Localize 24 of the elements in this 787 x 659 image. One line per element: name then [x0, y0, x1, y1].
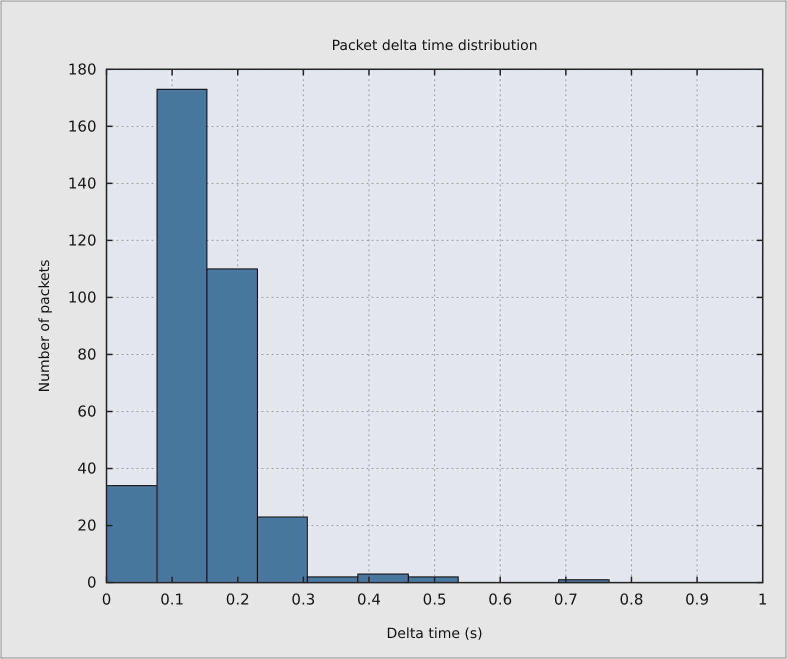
x-tick-label: 0.5	[422, 590, 447, 609]
y-tick-label: 20	[77, 516, 96, 535]
x-tick-label: 0.1	[160, 590, 184, 609]
x-axis-title: Delta time (s)	[386, 626, 483, 642]
y-tick-label: 120	[68, 231, 96, 250]
x-tick-label: 0.9	[685, 590, 710, 609]
y-tick-label: 80	[77, 345, 96, 364]
x-tick-label: 0.3	[291, 590, 316, 609]
y-tick-label: 0	[86, 574, 96, 592]
x-tick-label: 0	[102, 590, 112, 609]
y-tick-label: 140	[68, 174, 96, 192]
x-tick-label: 0.8	[620, 590, 644, 609]
x-tick-label: 0.2	[226, 590, 250, 609]
x-tick-label: 1	[758, 590, 768, 609]
y-tick-label: 40	[77, 460, 96, 478]
chart-title: Packet delta time distribution	[332, 38, 538, 54]
y-tick-label: 100	[68, 288, 96, 306]
y-axis-title: Number of packets	[37, 260, 53, 392]
x-tick-label: 0.4	[357, 590, 381, 609]
x-tick-label: 0.7	[554, 590, 578, 609]
y-tick-label: 60	[77, 402, 96, 420]
x-tick-label: 0.6	[488, 590, 512, 609]
y-tick-label: 160	[68, 117, 96, 136]
y-tick-label: 180	[68, 60, 96, 78]
